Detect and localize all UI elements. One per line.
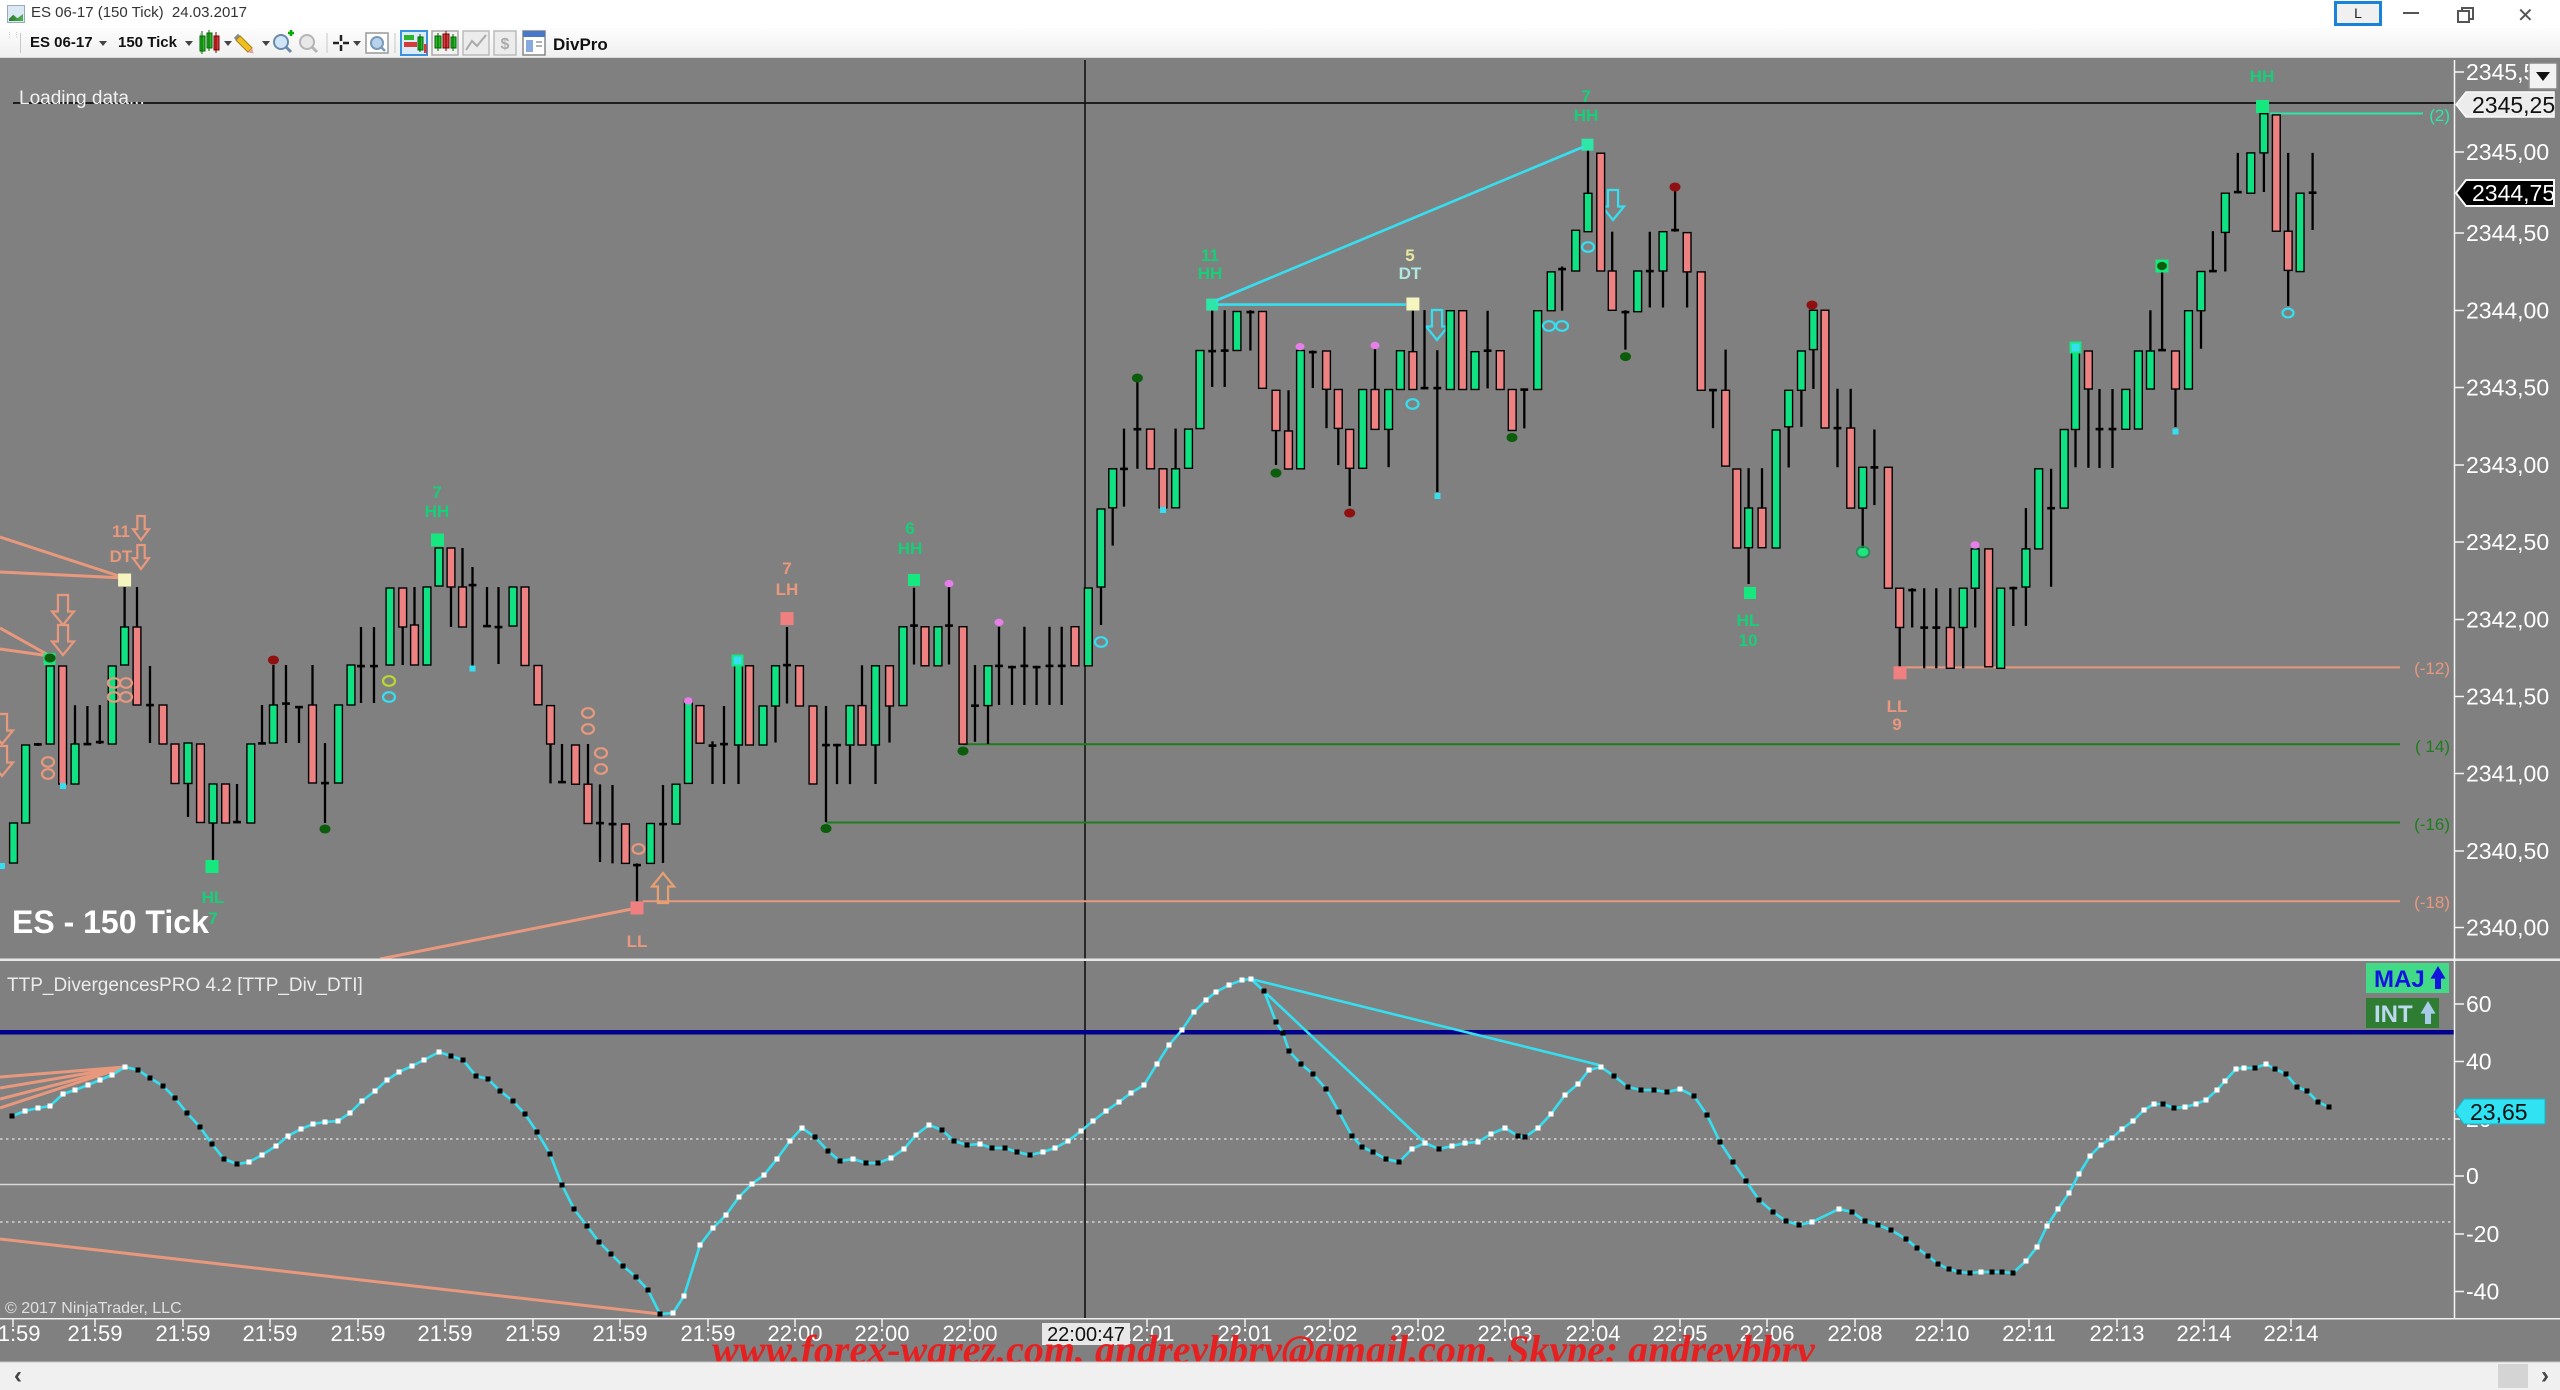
svg-text:23,65: 23,65 <box>2470 1099 2528 1125</box>
svg-text:MAJ: MAJ <box>2374 966 2425 993</box>
svg-text:22:02: 22:02 <box>1302 1321 1357 1346</box>
svg-text:(-16): (-16) <box>2414 815 2450 834</box>
svg-text:LH: LH <box>776 580 799 599</box>
svg-text:LL: LL <box>627 932 648 951</box>
svg-text:-20: -20 <box>2466 1221 2499 1247</box>
svg-text:ES - 150 Tick: ES - 150 Tick <box>12 904 209 940</box>
svg-text:7: 7 <box>1581 87 1590 106</box>
svg-text:(-12): (-12) <box>2414 659 2450 678</box>
svg-text:22:06: 22:06 <box>1739 1321 1794 1346</box>
svg-text:2343,00: 2343,00 <box>2466 452 2549 478</box>
svg-text:21:59: 21:59 <box>680 1321 735 1346</box>
svg-text:2344,50: 2344,50 <box>2466 220 2549 246</box>
svg-text:HH: HH <box>2250 67 2275 86</box>
svg-text:7: 7 <box>208 909 217 928</box>
svg-text:22:13: 22:13 <box>2089 1321 2144 1346</box>
svg-text:22:10: 22:10 <box>1914 1321 1969 1346</box>
svg-text:(2): (2) <box>2429 106 2450 125</box>
svg-text:22:01: 22:01 <box>1217 1321 1272 1346</box>
svg-text:9: 9 <box>1892 715 1901 734</box>
svg-text:Loading data...: Loading data... <box>19 88 145 109</box>
svg-text:2341,00: 2341,00 <box>2466 761 2549 787</box>
svg-text:21:59: 21:59 <box>0 1321 41 1346</box>
svg-text:2345,25: 2345,25 <box>2472 92 2555 118</box>
svg-text:22:11: 22:11 <box>2002 1321 2055 1346</box>
svg-text:21:59: 21:59 <box>417 1321 472 1346</box>
svg-text:22:03: 22:03 <box>1477 1321 1532 1346</box>
svg-text:60: 60 <box>2466 991 2492 1017</box>
svg-text:2344,75: 2344,75 <box>2472 180 2555 206</box>
svg-text:( 14): ( 14) <box>2415 737 2450 756</box>
svg-text:22:14: 22:14 <box>2176 1321 2231 1346</box>
svg-text:7: 7 <box>782 559 791 578</box>
svg-text:22:00: 22:00 <box>767 1321 822 1346</box>
svg-text:10: 10 <box>1739 631 1758 650</box>
svg-text:5: 5 <box>1405 246 1414 265</box>
svg-text:HH: HH <box>1198 264 1223 283</box>
svg-text:0: 0 <box>2466 1163 2479 1189</box>
svg-text:2342,50: 2342,50 <box>2466 529 2549 555</box>
svg-text:$: $ <box>501 36 510 53</box>
svg-text:HH: HH <box>425 502 450 521</box>
svg-text:22:14: 22:14 <box>2263 1321 2318 1346</box>
svg-text:© 2017 NinjaTrader, LLC: © 2017 NinjaTrader, LLC <box>5 1300 182 1317</box>
svg-text:22:04: 22:04 <box>1565 1321 1620 1346</box>
svg-text:22:00:47: 22:00:47 <box>1047 1324 1125 1346</box>
svg-text:-40: -40 <box>2466 1279 2499 1305</box>
svg-text:HL: HL <box>1737 611 1760 630</box>
svg-text:22:05: 22:05 <box>1652 1321 1707 1346</box>
svg-text:2341,50: 2341,50 <box>2466 684 2549 710</box>
svg-text:INT: INT <box>2374 1001 2413 1028</box>
svg-text:7: 7 <box>432 483 441 502</box>
svg-text:21:59: 21:59 <box>505 1321 560 1346</box>
svg-text:2345,00: 2345,00 <box>2466 139 2549 165</box>
svg-text:TTP_DivergencesPRO 4.2 [TTP_Di: TTP_DivergencesPRO 4.2 [TTP_Div_DTI] <box>7 975 363 996</box>
svg-text:22:00: 22:00 <box>854 1321 909 1346</box>
svg-text:2340,50: 2340,50 <box>2466 838 2549 864</box>
svg-text:21:59: 21:59 <box>330 1321 385 1346</box>
svg-text:22:08: 22:08 <box>1827 1321 1882 1346</box>
svg-text:HL: HL <box>202 888 225 907</box>
svg-text:21:59: 21:59 <box>155 1321 210 1346</box>
svg-text:11: 11 <box>1201 246 1219 265</box>
svg-text:21:59: 21:59 <box>242 1321 297 1346</box>
svg-text:LL: LL <box>1887 697 1908 716</box>
svg-text:6: 6 <box>905 519 914 538</box>
svg-text:›: › <box>2541 1362 2549 1389</box>
svg-text:40: 40 <box>2466 1049 2492 1075</box>
svg-text:DT: DT <box>110 547 133 566</box>
svg-text:2344,00: 2344,00 <box>2466 298 2549 324</box>
svg-text:11: 11 <box>112 522 130 541</box>
svg-text:HH: HH <box>898 539 923 558</box>
svg-text:‹: ‹ <box>14 1362 22 1389</box>
svg-text:DivPro: DivPro <box>553 35 608 54</box>
svg-text:22:00: 22:00 <box>942 1321 997 1346</box>
svg-text:(-18): (-18) <box>2414 893 2450 912</box>
svg-text:22:02: 22:02 <box>1390 1321 1445 1346</box>
svg-text:2340,00: 2340,00 <box>2466 915 2549 941</box>
svg-text:HH: HH <box>1574 106 1599 125</box>
svg-text:DT: DT <box>1399 264 1422 283</box>
svg-text:21:59: 21:59 <box>67 1321 122 1346</box>
svg-text:2342,00: 2342,00 <box>2466 607 2549 633</box>
svg-text:21:59: 21:59 <box>592 1321 647 1346</box>
svg-text:2343,50: 2343,50 <box>2466 375 2549 401</box>
